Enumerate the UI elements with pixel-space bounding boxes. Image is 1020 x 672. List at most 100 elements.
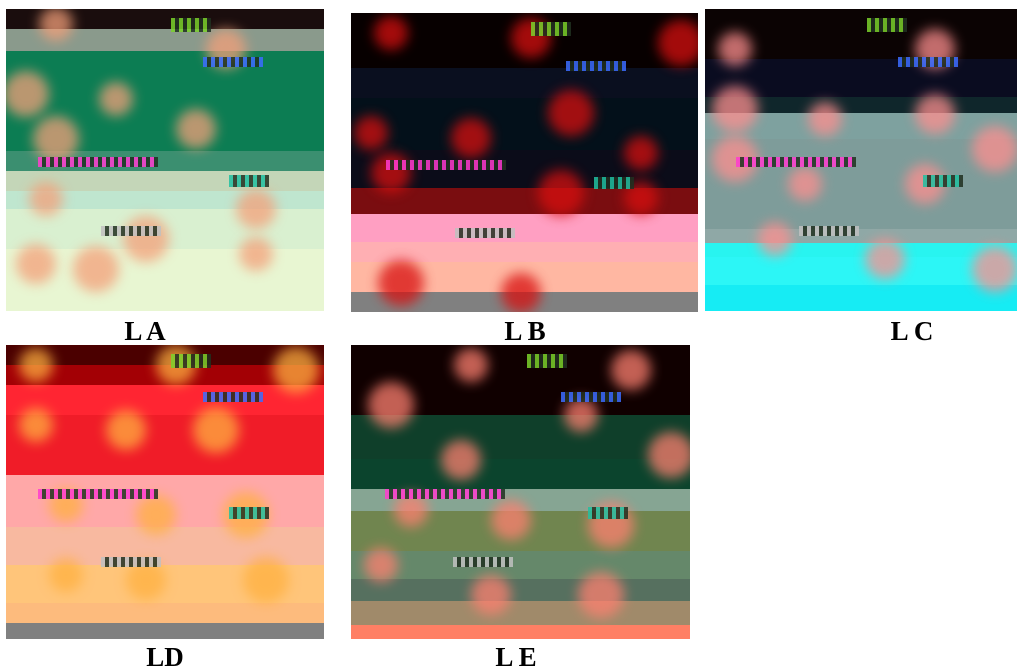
panel-b-artifact bbox=[566, 61, 626, 71]
panel-a-artifact bbox=[101, 226, 161, 236]
panel-b-spot bbox=[501, 273, 541, 312]
panel-e-spot bbox=[364, 548, 398, 582]
panel-d-spot bbox=[106, 410, 146, 450]
panel-a-spot bbox=[33, 116, 79, 162]
panel-e-spot bbox=[441, 440, 481, 480]
panel-a-spot bbox=[239, 237, 273, 271]
panel-a-band bbox=[6, 51, 324, 111]
panel-c-band bbox=[705, 285, 1017, 311]
panel-d-image bbox=[6, 345, 324, 639]
panel-b-band bbox=[351, 214, 698, 242]
panel-e-artifact bbox=[385, 489, 505, 499]
panel-e-band bbox=[351, 579, 690, 601]
panel-d-label: LD bbox=[146, 642, 184, 672]
panel-b-label: L B bbox=[504, 316, 546, 346]
panel-c-artifact bbox=[867, 18, 907, 32]
panel-a-spot bbox=[123, 216, 169, 262]
panel-e-band bbox=[351, 415, 690, 459]
panel-d-spot bbox=[136, 495, 176, 535]
panel-d-spot bbox=[273, 347, 319, 393]
panel-d-spot bbox=[19, 408, 53, 442]
panel-e-spot bbox=[491, 500, 531, 540]
panel-c-image bbox=[705, 9, 1017, 311]
panel-c-spot bbox=[788, 167, 822, 201]
panel-c-band bbox=[705, 113, 1017, 139]
panel-d-artifact bbox=[203, 392, 263, 402]
panel-a-artifact bbox=[171, 18, 211, 32]
panel-a-artifact bbox=[229, 175, 269, 187]
panel-d-spot bbox=[19, 348, 53, 382]
panel-a-spot bbox=[99, 82, 133, 116]
panel-c-spot bbox=[865, 239, 905, 279]
panel-c-spot bbox=[915, 94, 955, 134]
panel-b-spot bbox=[378, 260, 424, 306]
panel-e-spot bbox=[578, 572, 624, 618]
panel-b-band bbox=[351, 68, 698, 98]
panel-b-spot bbox=[374, 16, 408, 50]
panel-e-spot bbox=[611, 350, 651, 390]
panel-e-artifact bbox=[453, 557, 513, 567]
panel-c-artifact bbox=[898, 57, 958, 67]
panel-b-artifact bbox=[594, 177, 634, 189]
panel-a-spot bbox=[73, 246, 119, 292]
panel-a-spot bbox=[176, 109, 216, 149]
panel-e-band bbox=[351, 625, 690, 639]
panel-a-artifact bbox=[38, 157, 158, 167]
panel-e-spot bbox=[648, 432, 690, 478]
panel-d-spot bbox=[49, 558, 83, 592]
panel-d-spot bbox=[193, 407, 239, 453]
panel-d-artifact bbox=[229, 507, 269, 519]
panel-d-band bbox=[6, 623, 324, 639]
panel-d-band bbox=[6, 385, 324, 415]
panel-e-image bbox=[351, 345, 690, 639]
panel-b-artifact bbox=[386, 160, 506, 170]
panel-b-spot bbox=[658, 20, 698, 66]
panel-b-band bbox=[351, 242, 698, 262]
panel-e-artifact bbox=[588, 507, 628, 519]
panel-c-spot bbox=[758, 222, 792, 256]
panel-e-band bbox=[351, 459, 690, 489]
panel-e-spot bbox=[454, 348, 488, 382]
panel-e-artifact bbox=[561, 392, 621, 402]
panel-c-spot bbox=[808, 102, 842, 136]
panel-d-spot bbox=[243, 557, 289, 603]
panel-e-band bbox=[351, 551, 690, 579]
panel-c-artifact bbox=[799, 226, 859, 236]
panel-b-spot bbox=[371, 153, 411, 193]
panel-e-band bbox=[351, 601, 690, 625]
panel-e-spot bbox=[564, 398, 598, 432]
panel-c-artifact bbox=[923, 175, 963, 187]
panel-a-spot bbox=[29, 182, 63, 216]
panel-c-band bbox=[705, 59, 1017, 97]
panel-b-artifact bbox=[531, 22, 571, 36]
panel-a-spot bbox=[39, 9, 73, 41]
panel-c-artifact bbox=[736, 157, 856, 167]
panel-c-band bbox=[705, 257, 1017, 285]
panel-b-spot bbox=[624, 136, 658, 170]
panel-a-band bbox=[6, 9, 324, 29]
panel-e-label: L E bbox=[495, 642, 537, 672]
panel-b-image bbox=[351, 13, 698, 312]
panel-c-band bbox=[705, 243, 1017, 257]
panel-b-spot bbox=[354, 116, 388, 150]
panel-e-spot bbox=[368, 382, 414, 428]
panel-a-spot bbox=[236, 189, 276, 229]
panel-a-image bbox=[6, 9, 324, 311]
panel-b-spot bbox=[548, 90, 594, 136]
panel-b-artifact bbox=[455, 228, 515, 238]
panel-a-spot bbox=[16, 244, 56, 284]
panel-d-band bbox=[6, 415, 324, 475]
panel-d-band bbox=[6, 603, 324, 623]
panel-c-spot bbox=[972, 246, 1017, 292]
panel-c-spot bbox=[712, 86, 758, 132]
panel-a-artifact bbox=[203, 57, 263, 67]
panel-b-spot bbox=[538, 170, 584, 216]
panel-a-spot bbox=[6, 71, 49, 117]
panel-d-artifact bbox=[101, 557, 161, 567]
panel-e-spot bbox=[471, 575, 511, 615]
panel-c-spot bbox=[718, 32, 752, 66]
panel-c-band bbox=[705, 9, 1017, 59]
panel-a-label: L A bbox=[124, 316, 166, 346]
panel-e-artifact bbox=[527, 354, 567, 368]
panel-c-label: L C bbox=[890, 316, 934, 346]
